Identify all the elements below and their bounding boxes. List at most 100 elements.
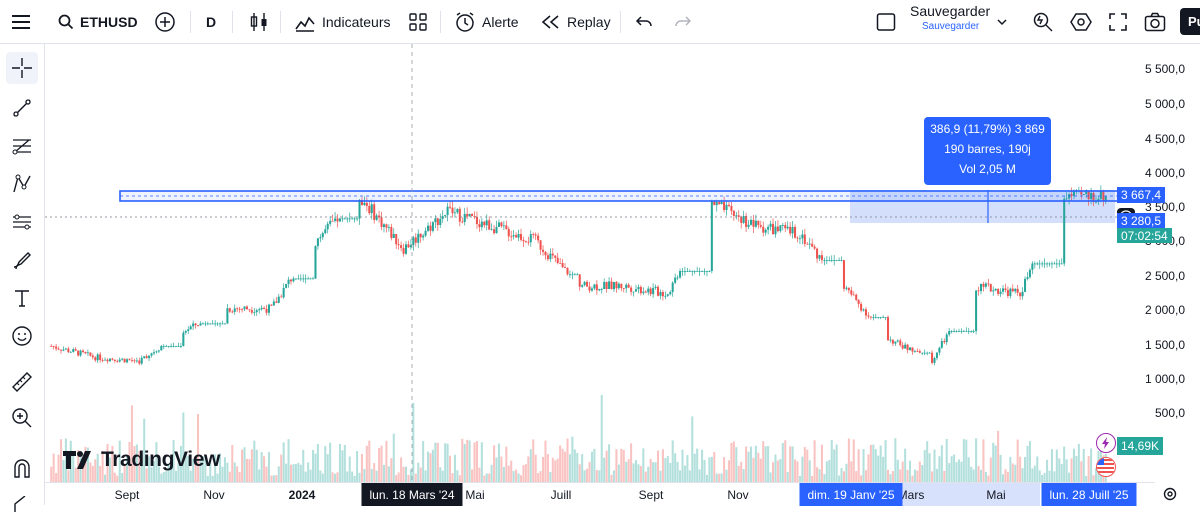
- symbol-search[interactable]: ETHUSD: [58, 6, 138, 37]
- alert-label: Alerte: [482, 13, 519, 30]
- volume-bar: [842, 471, 845, 482]
- volume-bar: [331, 472, 334, 482]
- volume-bar: [483, 475, 486, 482]
- volume-bar: [422, 441, 425, 482]
- volume-bar: [162, 472, 165, 482]
- volume-bar: [872, 444, 875, 482]
- forecast-tool[interactable]: [6, 206, 38, 238]
- candle: [253, 308, 256, 317]
- axis-settings-button[interactable]: [1162, 486, 1178, 507]
- alert-button[interactable]: Alerte: [454, 6, 519, 37]
- volume-bar: [537, 473, 540, 482]
- price-chart[interactable]: [45, 44, 1155, 482]
- save-menu-button[interactable]: [996, 6, 1008, 37]
- crosshair-tool[interactable]: [6, 52, 38, 84]
- volume-bar: [282, 442, 285, 482]
- volume-bar: [571, 436, 574, 482]
- price-axis[interactable]: 5 500,05 000,04 500,04 000,03 500,03 000…: [1140, 44, 1200, 482]
- lock-tool[interactable]: [6, 488, 38, 520]
- volume-bar: [527, 456, 530, 482]
- candle: [612, 281, 616, 292]
- candle: [549, 248, 552, 262]
- indicators-button[interactable]: Indicateurs: [294, 6, 390, 37]
- volume-bar: [710, 456, 713, 482]
- candle: [806, 241, 809, 245]
- save-button[interactable]: Sauvegarder Sauvegarder: [910, 4, 990, 35]
- compare-button[interactable]: [154, 6, 176, 37]
- volume-bar: [779, 459, 782, 482]
- undo-button[interactable]: [635, 6, 653, 37]
- redo-icon: [675, 15, 692, 26]
- candle: [696, 266, 699, 272]
- redo-button[interactable]: [674, 6, 692, 37]
- settings-button[interactable]: [1070, 6, 1092, 37]
- volume-bar: [630, 443, 633, 482]
- lightning-badge[interactable]: [1096, 433, 1116, 453]
- templates-button[interactable]: [409, 6, 427, 37]
- tradingview-logo[interactable]: TradingView: [63, 448, 220, 472]
- brush-tool[interactable]: [6, 244, 38, 276]
- candle: [135, 357, 138, 363]
- magnet-tool[interactable]: [6, 452, 38, 484]
- volume-bar: [400, 457, 403, 482]
- time-axis[interactable]: Sept Nov 2024 Mai Juill Sept Nov Mars Ma…: [45, 482, 1155, 506]
- volume-bar: [89, 462, 92, 482]
- text-tool[interactable]: [6, 282, 38, 314]
- candle: [79, 349, 82, 357]
- volume-bar: [676, 461, 679, 482]
- emoji-tool[interactable]: [6, 320, 38, 352]
- candle: [889, 336, 892, 343]
- volume-bar: [583, 470, 586, 482]
- fib-tool[interactable]: [6, 130, 38, 162]
- volume-bar: [701, 449, 704, 482]
- volume-bar: [1031, 468, 1034, 482]
- volume-bar: [1055, 449, 1058, 482]
- volume-bar: [248, 459, 251, 482]
- menu-button[interactable]: [10, 6, 32, 37]
- zoom-in-tool[interactable]: [6, 402, 38, 434]
- tradingview-logo-icon: [63, 451, 91, 469]
- volume-bar: [1036, 456, 1039, 482]
- volume-bar: [608, 444, 611, 482]
- replay-button[interactable]: Replay: [541, 6, 611, 37]
- volume-bar: [882, 456, 885, 482]
- candle: [263, 306, 266, 310]
- volume-bar: [960, 461, 963, 482]
- ruler-tool[interactable]: [6, 366, 38, 398]
- candle: [811, 238, 814, 248]
- volume-bar: [1001, 474, 1005, 482]
- candle: [727, 202, 730, 208]
- quick-search-button[interactable]: [1032, 6, 1054, 37]
- candle: [546, 252, 549, 262]
- layout-button[interactable]: [876, 6, 896, 37]
- candle: [519, 228, 523, 242]
- volume-bar: [348, 456, 351, 482]
- price-tick: 4 500,0: [1144, 132, 1185, 146]
- candle: [223, 323, 226, 325]
- candle: [104, 357, 107, 361]
- publish-button[interactable]: Pu: [1180, 6, 1200, 37]
- fullscreen-button[interactable]: [1109, 6, 1127, 37]
- volume-bar: [774, 454, 777, 482]
- trend-line-tool[interactable]: [6, 92, 38, 124]
- volume-bar: [417, 462, 420, 482]
- volume-bar: [228, 471, 231, 482]
- candle: [74, 346, 77, 352]
- interval-button[interactable]: D: [206, 13, 217, 30]
- candle: [622, 287, 625, 293]
- snapshot-button[interactable]: [1144, 6, 1166, 37]
- candle: [1031, 261, 1034, 275]
- candle: [52, 345, 55, 350]
- candle: [1036, 261, 1039, 266]
- volume-bar: [576, 452, 579, 482]
- volume-bar: [786, 471, 789, 482]
- candle: [493, 225, 496, 235]
- us-flag-badge[interactable]: [1096, 457, 1116, 477]
- chart-type-button[interactable]: [249, 6, 269, 37]
- volume-bar: [674, 453, 677, 482]
- candle: [108, 358, 111, 363]
- volume-bar: [962, 439, 965, 482]
- pattern-tool[interactable]: [6, 168, 38, 200]
- candle: [564, 263, 567, 269]
- candle: [407, 240, 410, 249]
